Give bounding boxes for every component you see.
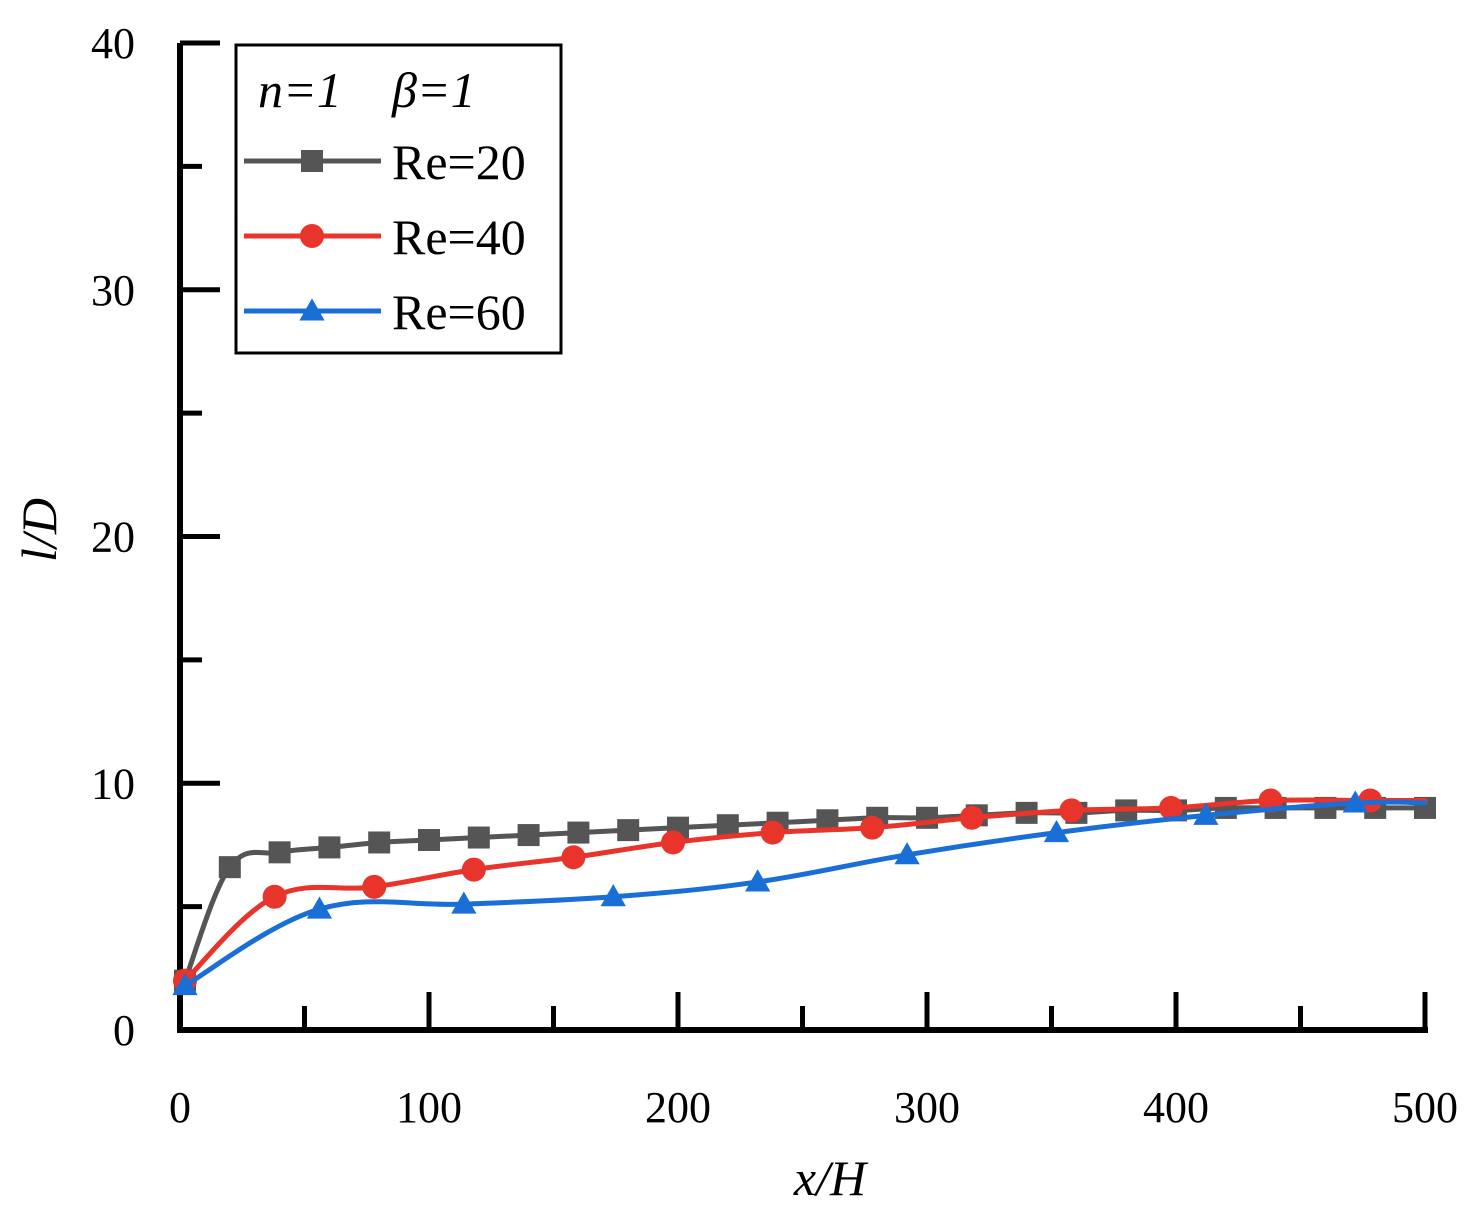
legend-label: Re=20	[392, 134, 526, 190]
legend-label: Re=40	[392, 209, 526, 265]
circle-marker	[561, 845, 586, 870]
circle-marker	[661, 830, 686, 855]
circle-marker	[300, 224, 324, 248]
legend-label: Re=60	[392, 284, 526, 340]
circle-marker	[262, 884, 287, 909]
legend-header-beta: β=1	[391, 62, 476, 118]
x-tick-label: 300	[894, 1083, 960, 1132]
triangle-marker	[299, 298, 325, 321]
circle-marker	[860, 815, 885, 840]
axes: 0 100 200 300 400 500 0 10 20 30 40	[91, 19, 1458, 1132]
square-marker	[716, 814, 739, 837]
square-marker	[301, 150, 323, 172]
circle-marker	[760, 820, 785, 845]
legend-box	[234, 43, 563, 355]
triangle-marker	[600, 884, 626, 907]
y-tick-label: 10	[91, 759, 135, 808]
legend-entries: Re=20 Re=40 Re=60	[244, 134, 526, 340]
triangle-marker	[451, 891, 477, 914]
y-tick-label: 40	[91, 19, 135, 68]
legend-entry: Re=20	[244, 134, 526, 190]
square-marker	[617, 819, 640, 842]
x-tick-label: 500	[1392, 1083, 1458, 1132]
triangle-marker	[1043, 819, 1070, 843]
x-tick-label: 100	[396, 1083, 462, 1132]
square-marker	[368, 831, 391, 854]
square-marker	[816, 809, 839, 832]
y-tick-label: 30	[91, 266, 135, 315]
square-marker	[318, 836, 341, 859]
series-re-20	[173, 796, 1436, 992]
square-marker	[268, 841, 291, 864]
series-re-60	[172, 790, 1428, 996]
circle-marker	[362, 874, 387, 899]
triangle-marker	[745, 869, 771, 892]
triangle-marker	[1342, 790, 1368, 813]
y-axis-title: l/D	[11, 498, 67, 562]
circle-marker	[1059, 798, 1084, 823]
circle-marker	[959, 805, 984, 830]
x-tick-label: 200	[645, 1083, 711, 1132]
square-marker	[218, 856, 241, 879]
series-re-40	[172, 788, 1428, 993]
legend-header-n: n=1	[258, 62, 342, 118]
triangle-marker	[306, 896, 333, 919]
square-marker	[467, 826, 490, 849]
square-marker	[418, 829, 440, 852]
triangle-marker	[1193, 802, 1219, 825]
y-tick-label: 20	[91, 513, 135, 562]
x-tick-label: 400	[1143, 1083, 1209, 1132]
series-layer	[172, 788, 1436, 996]
legend: n=1 β=1 Re=20 Re=40 Re=60	[234, 43, 563, 355]
series-line	[182, 799, 1428, 989]
square-marker	[517, 824, 540, 847]
y-tick-label: 0	[113, 1006, 135, 1055]
triangle-marker	[172, 972, 198, 996]
x-axis-title: x/H	[793, 1150, 869, 1206]
legend-entry: Re=60	[244, 284, 526, 340]
square-marker	[567, 821, 590, 844]
legend-entry: Re=40	[244, 209, 526, 265]
triangle-marker	[894, 842, 920, 865]
circle-marker	[1159, 795, 1184, 820]
circle-marker	[461, 857, 486, 882]
x-tick-label: 0	[169, 1083, 191, 1132]
